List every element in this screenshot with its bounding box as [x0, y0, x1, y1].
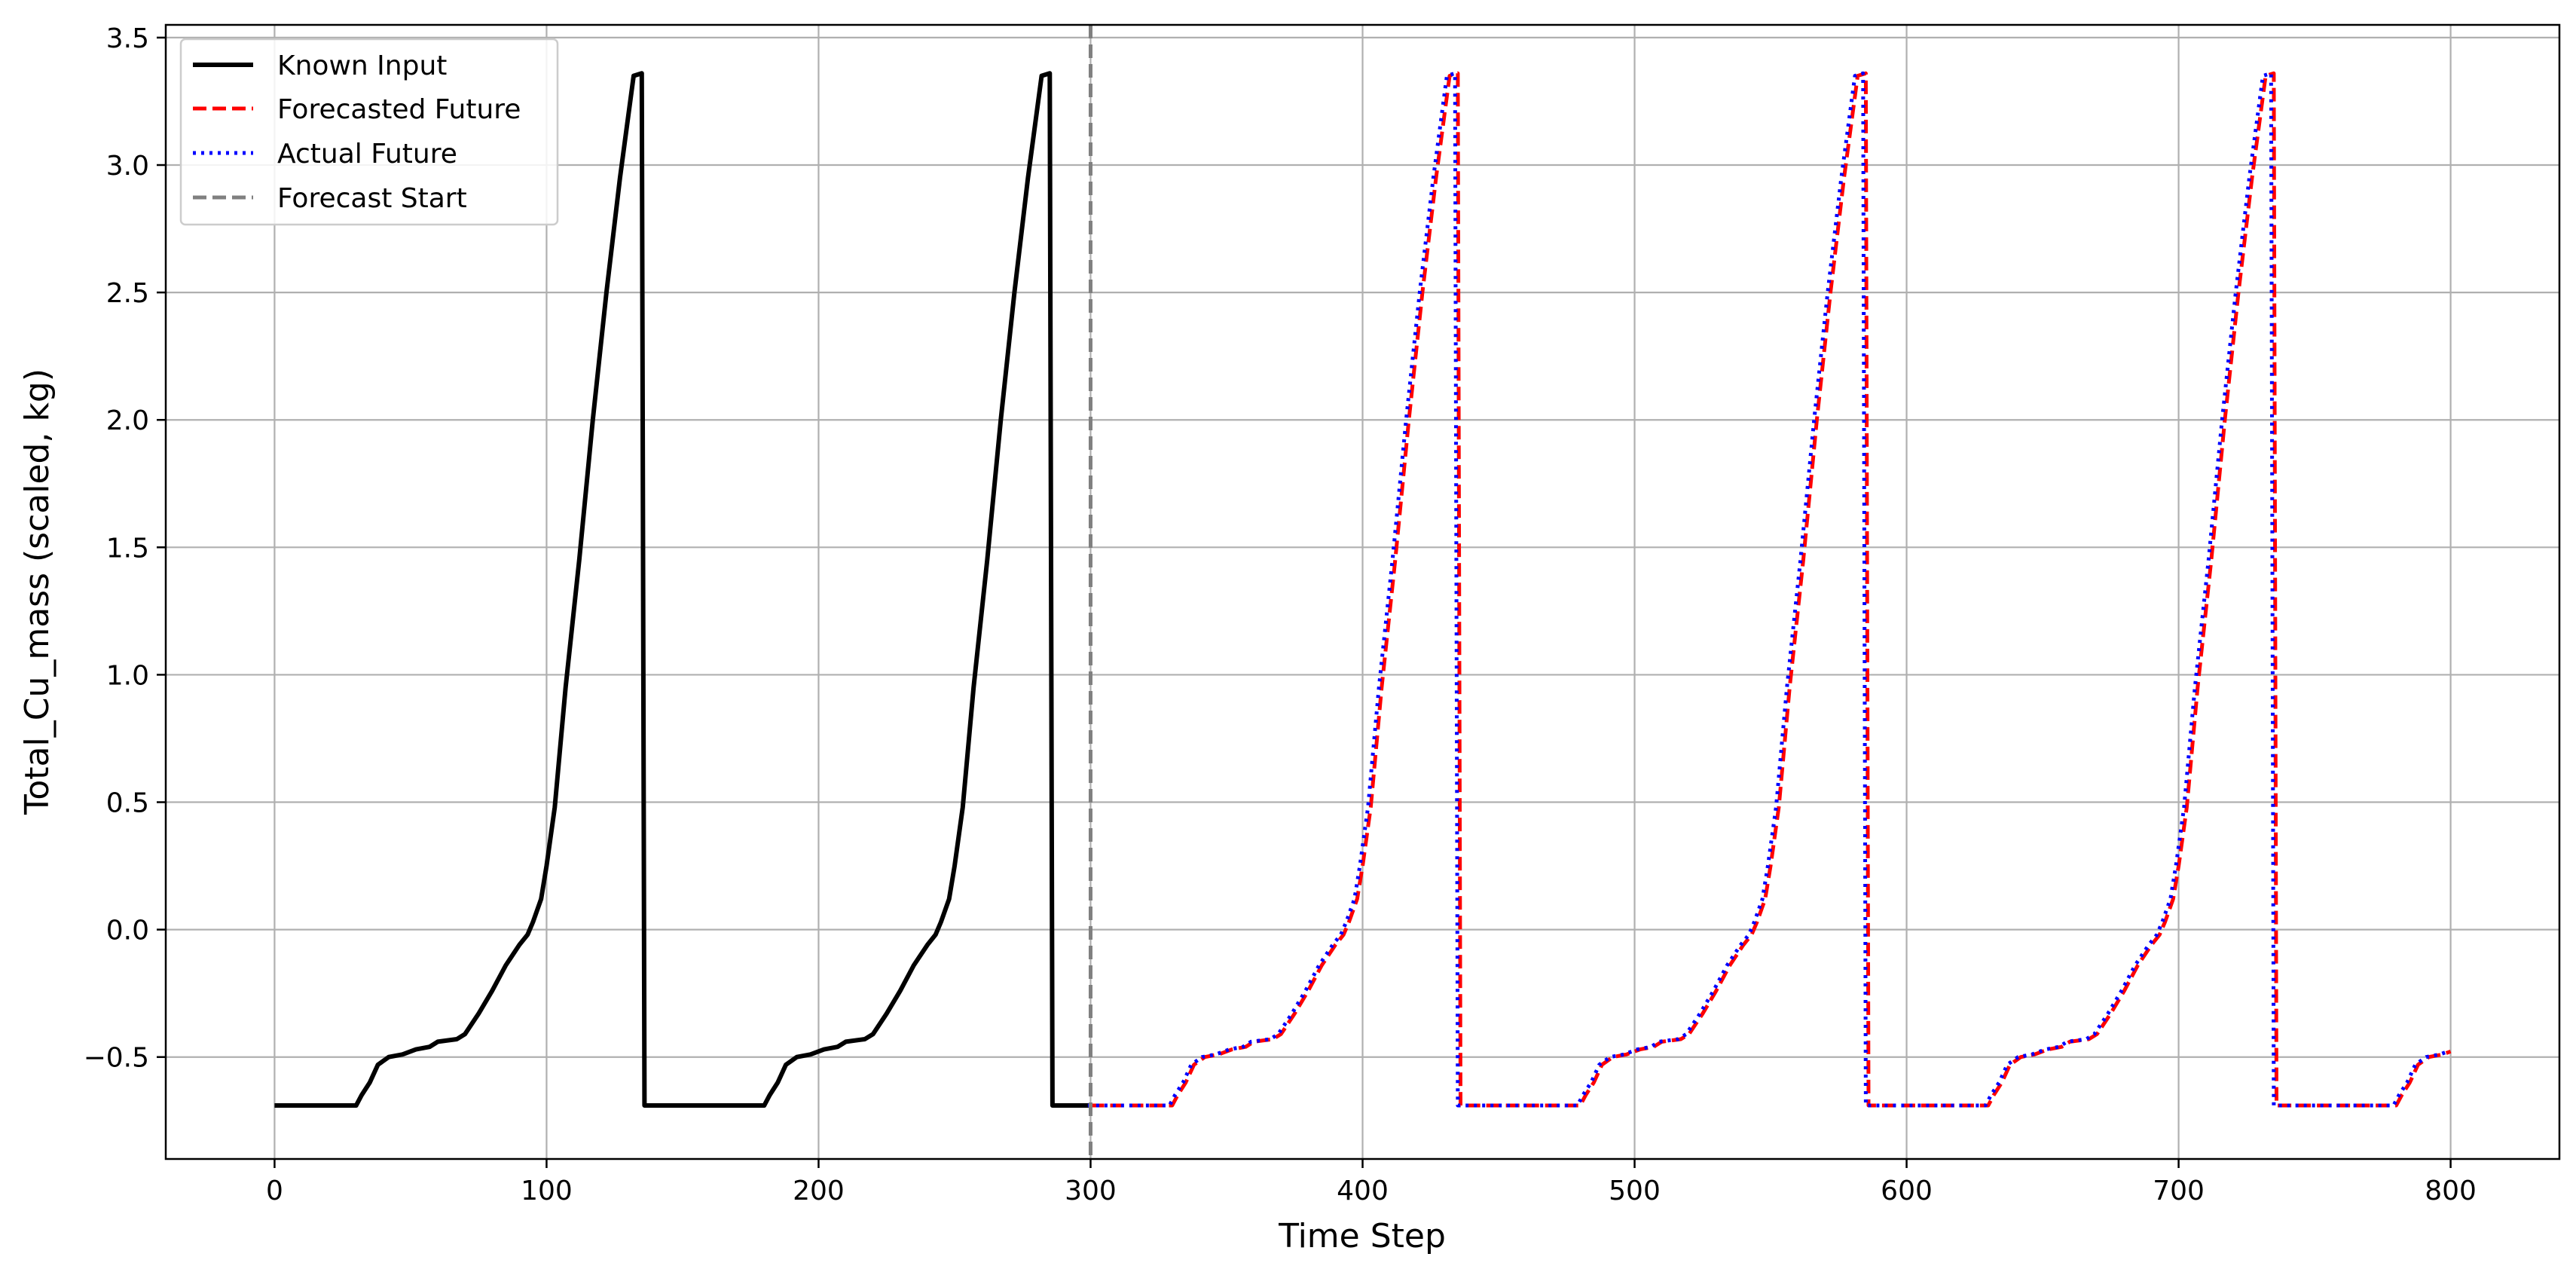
- x-axis-label: Time Step: [1278, 1217, 1446, 1255]
- series-line-actual-future: [1087, 71, 2449, 1108]
- y-tick-label: 1.0: [106, 660, 149, 691]
- y-tick-label: 0.5: [106, 788, 149, 819]
- y-tick-label: 1.5: [106, 533, 149, 564]
- x-tick-label: 0: [266, 1176, 283, 1206]
- y-tick-label: 2.5: [106, 278, 149, 309]
- x-tick-label: 500: [1609, 1176, 1661, 1206]
- series-line-known-input: [274, 71, 1091, 1108]
- x-tick-label: 400: [1337, 1176, 1389, 1206]
- series-line-forecasted-future: [1090, 71, 2452, 1108]
- x-tick-label: 200: [793, 1176, 845, 1206]
- y-tick-label: 3.0: [106, 151, 149, 182]
- legend-label-forecast-start: Forecast Start: [277, 183, 467, 214]
- axis-ticks: 0 100 200 300 400 500 600 700 800 −0.5 0.0 0.5 1.0 1.…: [84, 23, 2477, 1206]
- y-axis-label: Total_Cu_mass (scaled, kg): [18, 368, 57, 815]
- y-tick-label: 0.0: [106, 916, 149, 946]
- legend: Known Input Forecasted Future Actual Fut…: [179, 38, 559, 226]
- legend-label-actual-future: Actual Future: [277, 139, 457, 170]
- x-tick-label: 600: [1881, 1176, 1933, 1206]
- series-lines: [274, 25, 2452, 1159]
- y-tick-label: 2.0: [106, 405, 149, 436]
- y-tick-label: −0.5: [84, 1043, 149, 1074]
- legend-label-forecasted-future: Forecasted Future: [277, 94, 521, 125]
- legend-label-known-input: Known Input: [277, 50, 447, 81]
- x-tick-label: 100: [521, 1176, 573, 1206]
- x-tick-label: 300: [1065, 1176, 1117, 1206]
- y-tick-label: 3.5: [106, 23, 149, 54]
- x-tick-label: 700: [2153, 1176, 2205, 1206]
- x-tick-label: 800: [2425, 1176, 2477, 1206]
- legend-box: [179, 38, 559, 226]
